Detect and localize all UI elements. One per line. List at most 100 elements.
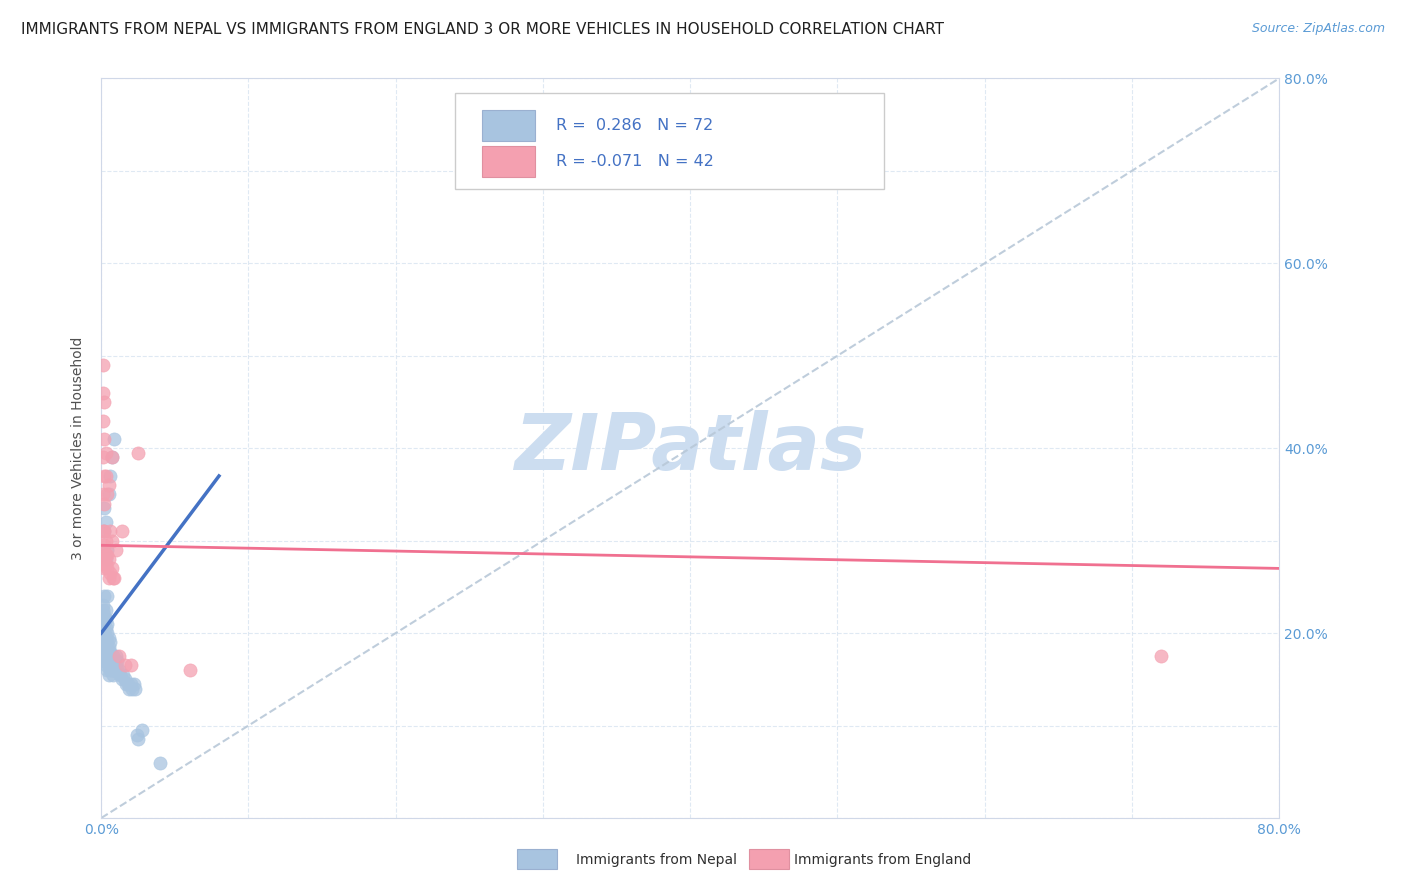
Point [93, 654, 115, 668]
Point [91, 612, 114, 626]
Point [96, 487, 118, 501]
Point [91, 487, 114, 501]
Point [104, 543, 127, 558]
Point [103, 663, 125, 677]
Point [96, 561, 118, 575]
Point [100, 450, 122, 465]
Point [100, 533, 122, 548]
Point [108, 663, 131, 677]
Point [120, 677, 142, 691]
Point [93, 626, 115, 640]
Point [93, 561, 115, 575]
Point [98, 635, 121, 649]
Point [94, 557, 117, 571]
Point [1150, 649, 1173, 664]
Point [101, 649, 124, 664]
Point [96, 635, 118, 649]
Point [100, 663, 122, 677]
Point [91, 626, 114, 640]
Point [94, 552, 117, 566]
Point [93, 616, 115, 631]
Text: R = -0.071   N = 42: R = -0.071 N = 42 [555, 153, 714, 169]
Point [103, 432, 125, 446]
Point [108, 649, 131, 664]
Point [127, 446, 149, 460]
Text: Immigrants from Nepal: Immigrants from Nepal [576, 853, 738, 867]
Point [97, 552, 120, 566]
Point [117, 677, 139, 691]
Point [91, 640, 114, 654]
Point [100, 561, 122, 575]
Point [93, 538, 115, 552]
Point [94, 612, 117, 626]
Point [107, 663, 129, 677]
Point [101, 571, 124, 585]
Point [93, 469, 115, 483]
Point [94, 603, 117, 617]
Point [93, 501, 115, 516]
Text: IMMIGRANTS FROM NEPAL VS IMMIGRANTS FROM ENGLAND 3 OR MORE VEHICLES IN HOUSEHOLD: IMMIGRANTS FROM NEPAL VS IMMIGRANTS FROM… [21, 22, 943, 37]
Point [118, 681, 141, 696]
Point [103, 654, 125, 668]
Point [93, 635, 115, 649]
Point [93, 497, 115, 511]
Point [97, 478, 120, 492]
Point [97, 658, 120, 673]
Point [96, 654, 118, 668]
Point [131, 723, 153, 738]
Point [179, 663, 201, 677]
Point [97, 631, 120, 645]
Point [94, 649, 117, 664]
FancyBboxPatch shape [454, 94, 884, 189]
Point [94, 622, 117, 636]
Point [127, 732, 149, 747]
Point [91, 385, 114, 400]
Point [121, 681, 143, 696]
Point [115, 677, 138, 691]
Point [91, 358, 114, 372]
Point [94, 658, 117, 673]
Point [93, 432, 115, 446]
Point [122, 677, 145, 691]
Point [91, 599, 114, 613]
Point [93, 524, 115, 539]
Point [93, 524, 115, 539]
Text: R =  0.286   N = 72: R = 0.286 N = 72 [555, 119, 713, 133]
Point [124, 681, 146, 696]
Point [114, 658, 136, 673]
Point [100, 654, 122, 668]
Point [91, 524, 114, 539]
Point [104, 658, 127, 673]
Point [149, 756, 172, 770]
Text: Source: ZipAtlas.com: Source: ZipAtlas.com [1251, 22, 1385, 36]
Point [94, 631, 117, 645]
Point [93, 645, 115, 659]
Point [97, 640, 120, 654]
Point [96, 645, 118, 659]
FancyBboxPatch shape [482, 111, 534, 141]
Point [120, 658, 142, 673]
Point [94, 469, 117, 483]
Point [97, 487, 120, 501]
Point [96, 543, 118, 558]
Point [91, 450, 114, 465]
Point [125, 728, 148, 742]
Point [101, 667, 124, 681]
Point [91, 649, 114, 664]
Point [91, 543, 114, 558]
Point [97, 649, 120, 664]
Point [111, 673, 134, 687]
Point [94, 446, 117, 460]
Point [93, 395, 115, 409]
Point [91, 413, 114, 427]
Point [97, 571, 120, 585]
Point [98, 645, 121, 659]
Point [110, 667, 132, 681]
Point [98, 566, 121, 580]
Point [91, 603, 114, 617]
Point [100, 450, 122, 465]
Point [98, 469, 121, 483]
Point [114, 673, 136, 687]
Point [96, 548, 118, 562]
Y-axis label: 3 or more Vehicles in Household: 3 or more Vehicles in Household [72, 336, 86, 560]
